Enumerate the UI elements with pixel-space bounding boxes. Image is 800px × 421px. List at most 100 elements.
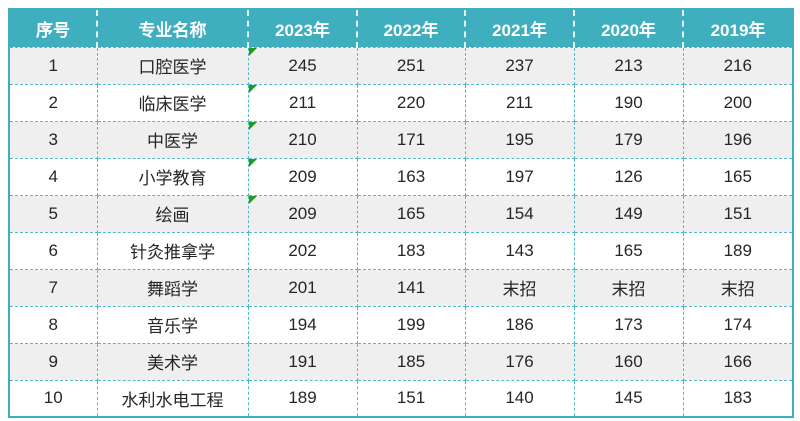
cell-text: 160 [614,351,643,371]
table-row: 2 临床医学 211 220 211 190 200 [8,83,794,122]
score-cell: 209 [247,194,358,233]
score-cell: 165 [356,194,466,233]
cell-text: 211 [505,92,534,112]
cell-text: 186 [505,314,534,334]
score-cell: 185 [356,342,466,381]
column-header-2022: 2022年 [356,9,465,47]
score-cell: 195 [464,120,575,159]
cell-text: 151 [396,388,426,408]
cell-text: 251 [396,55,426,75]
cell-text: 音乐学 [147,317,198,336]
table-row: 7 舞蹈学 201 141 末招 末招 末招 [8,268,794,307]
score-cell: 186 [464,305,575,344]
score-cell: 173 [573,305,684,344]
cell-text: 189 [288,388,317,408]
cell-text: 2 [48,92,58,112]
cell-text: 舞蹈学 [147,280,198,299]
cell-text: 176 [505,351,534,371]
cell-text: 195 [505,129,534,149]
cell-text: 3 [48,129,58,149]
score-cell: 179 [573,120,684,159]
cell-text: 166 [723,351,752,371]
table-body: 1 口腔医学 245 251 237 213 216 2 临床医学 211 220 211 190 200… [8,46,794,418]
cell-text: 141 [396,277,426,297]
table-row: 1 口腔医学 245 251 237 213 216 [8,46,794,85]
major-name-cell: 口腔医学 [96,46,249,85]
serial-cell: 5 [8,194,98,233]
score-cell: 210 [247,120,358,159]
cell-text: 197 [505,166,534,186]
score-cell: 196 [682,120,794,159]
column-header-2021: 2021年 [464,9,574,47]
score-cell: 151 [356,379,466,418]
cell-text: 154 [505,203,534,223]
major-name-cell: 小学教育 [96,157,249,196]
cell-text: 149 [614,203,643,223]
table-row: 8 音乐学 194 199 186 173 174 [8,305,794,344]
score-cell: 143 [464,231,575,270]
score-cell: 211 [464,83,575,122]
cell-text: 185 [396,351,426,371]
cell-text: 7 [48,277,58,297]
cell-text: 191 [288,351,317,371]
score-cell: 154 [464,194,575,233]
table-row: 10 水利水电工程 189 151 140 145 183 [8,379,794,418]
cell-text: 183 [723,388,752,408]
table-row: 4 小学教育 209 163 197 126 165 [8,157,794,196]
score-cell: 163 [356,157,466,196]
column-header-2020: 2020年 [573,9,683,47]
score-cell: 189 [247,379,358,418]
cell-text: 200 [723,92,752,112]
cell-text: 5 [48,203,58,223]
cell-text: 针灸推拿学 [130,243,215,262]
cell-text: 216 [723,55,752,75]
serial-cell: 3 [8,120,98,159]
cell-text: 163 [396,166,426,186]
major-name-cell: 绘画 [96,194,249,233]
score-cell: 145 [573,379,684,418]
score-cell: 183 [356,231,466,270]
score-cell: 199 [356,305,466,344]
cell-text: 245 [288,55,317,75]
major-name-cell: 舞蹈学 [96,268,249,307]
score-cell: 191 [247,342,358,381]
table-row: 9 美术学 191 185 176 160 166 [8,342,794,381]
cell-text: 183 [396,240,426,260]
cell-text: 202 [288,240,317,260]
cell-text: 210 [288,129,317,149]
major-name-cell: 针灸推拿学 [96,231,249,270]
cell-text: 237 [505,55,534,75]
cell-text: 8 [48,314,58,334]
score-cell: 220 [356,83,466,122]
table-row: 3 中医学 210 171 195 179 196 [8,120,794,159]
score-cell: 183 [682,379,794,418]
score-cell: 251 [356,46,466,85]
cell-text: 145 [614,388,643,408]
table-row: 5 绘画 209 165 154 149 151 [8,194,794,233]
score-cell: 174 [682,305,794,344]
cell-comment-marker-icon [248,84,257,93]
cell-text: 220 [396,92,426,112]
cell-text: 小学教育 [138,169,207,188]
major-name-cell: 美术学 [96,342,249,381]
serial-cell: 7 [8,268,98,307]
score-cell: 176 [464,342,575,381]
cell-text: 水利水电工程 [121,390,224,410]
score-cell: 200 [682,83,794,122]
cell-text: 171 [396,129,426,149]
cell-text: 213 [614,55,643,75]
cell-text: 211 [288,92,317,112]
score-cell: 末招 [573,268,684,307]
score-cell: 165 [573,231,684,270]
major-name-cell: 水利水电工程 [96,379,249,418]
score-cell: 149 [573,194,684,233]
cell-text: 1 [48,55,58,75]
major-name-cell: 临床医学 [96,83,249,122]
cell-text: 临床医学 [138,95,207,114]
cell-text: 9 [48,351,58,371]
column-header-2019: 2019年 [682,9,793,47]
cell-text: 6 [48,240,58,260]
cell-text: 10 [43,388,63,408]
cell-text: 165 [396,203,426,223]
score-cell: 190 [573,83,684,122]
